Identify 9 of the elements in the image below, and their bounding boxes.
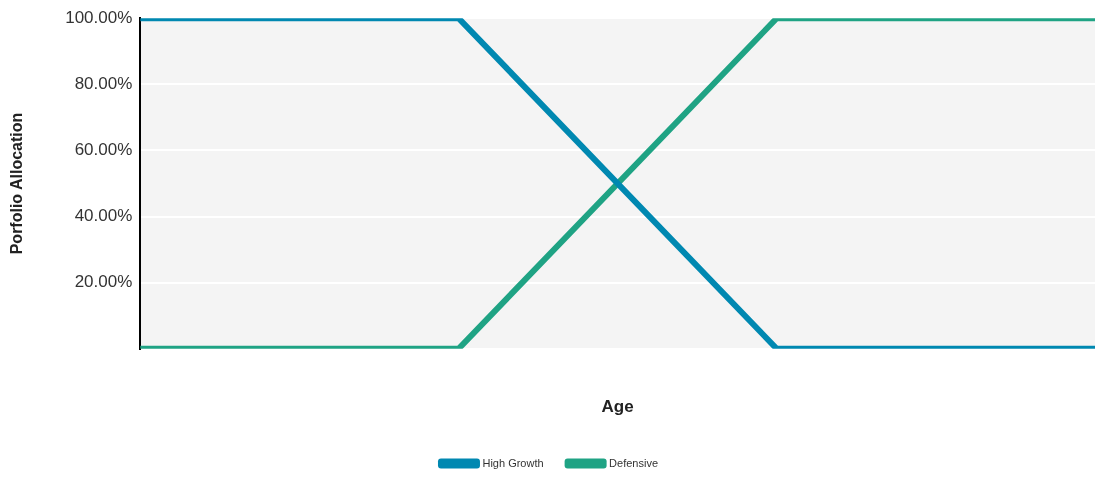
y-tick-label: 80.00% [74, 74, 133, 94]
legend-label: High Growth [482, 456, 544, 469]
y-tick-label: 40.00% [74, 206, 133, 226]
y-tick-label: 60.00% [74, 140, 133, 160]
y-tick-label: 100.00% [65, 7, 133, 27]
legend-label: Defensive [609, 456, 659, 469]
y-tick-label: 20.00% [74, 272, 133, 292]
x-axis-title: Age [601, 397, 634, 417]
y-axis-title: Porfolio Allocation [8, 112, 26, 255]
